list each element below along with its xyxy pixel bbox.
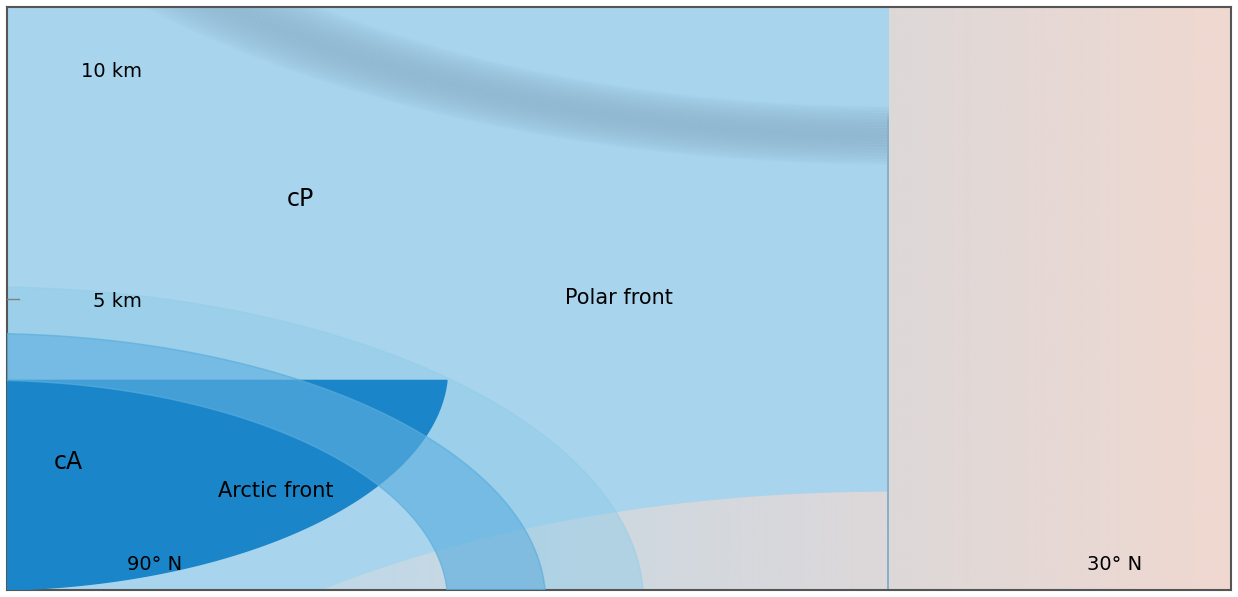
Polygon shape: [246, 7, 889, 590]
Polygon shape: [7, 7, 889, 590]
Polygon shape: [156, 7, 889, 590]
Polygon shape: [255, 7, 889, 590]
Polygon shape: [251, 7, 889, 590]
Text: cP: cP: [287, 187, 314, 211]
Polygon shape: [269, 7, 889, 590]
Polygon shape: [229, 7, 889, 590]
Polygon shape: [291, 7, 889, 590]
Polygon shape: [7, 334, 545, 590]
Polygon shape: [7, 380, 447, 590]
Polygon shape: [274, 7, 889, 590]
Text: 10 km: 10 km: [82, 62, 142, 81]
Polygon shape: [173, 7, 889, 590]
Polygon shape: [177, 7, 889, 590]
Polygon shape: [7, 287, 643, 590]
Polygon shape: [260, 7, 889, 590]
Polygon shape: [203, 7, 889, 590]
Text: 90° N: 90° N: [128, 555, 182, 574]
Polygon shape: [165, 7, 889, 590]
Polygon shape: [207, 7, 889, 590]
Polygon shape: [194, 7, 889, 590]
Text: Arctic front: Arctic front: [218, 481, 334, 501]
Polygon shape: [301, 7, 889, 590]
Polygon shape: [264, 7, 889, 590]
Polygon shape: [168, 7, 889, 590]
Polygon shape: [152, 7, 889, 590]
Polygon shape: [212, 7, 889, 590]
Text: 30° N: 30° N: [1087, 555, 1141, 574]
Polygon shape: [220, 7, 889, 590]
Polygon shape: [238, 7, 889, 590]
Polygon shape: [241, 7, 889, 590]
Polygon shape: [277, 7, 889, 590]
Polygon shape: [189, 7, 889, 590]
Polygon shape: [296, 7, 889, 590]
Text: Polar front: Polar front: [565, 288, 673, 309]
Polygon shape: [161, 7, 889, 590]
Polygon shape: [186, 7, 889, 590]
Polygon shape: [282, 7, 889, 590]
Polygon shape: [233, 7, 889, 590]
Polygon shape: [224, 7, 889, 590]
Polygon shape: [215, 7, 889, 590]
Polygon shape: [198, 7, 889, 590]
Text: 5 km: 5 km: [94, 292, 142, 311]
Polygon shape: [182, 7, 889, 590]
Polygon shape: [306, 7, 889, 590]
Text: cA: cA: [53, 450, 83, 474]
Polygon shape: [287, 7, 889, 590]
